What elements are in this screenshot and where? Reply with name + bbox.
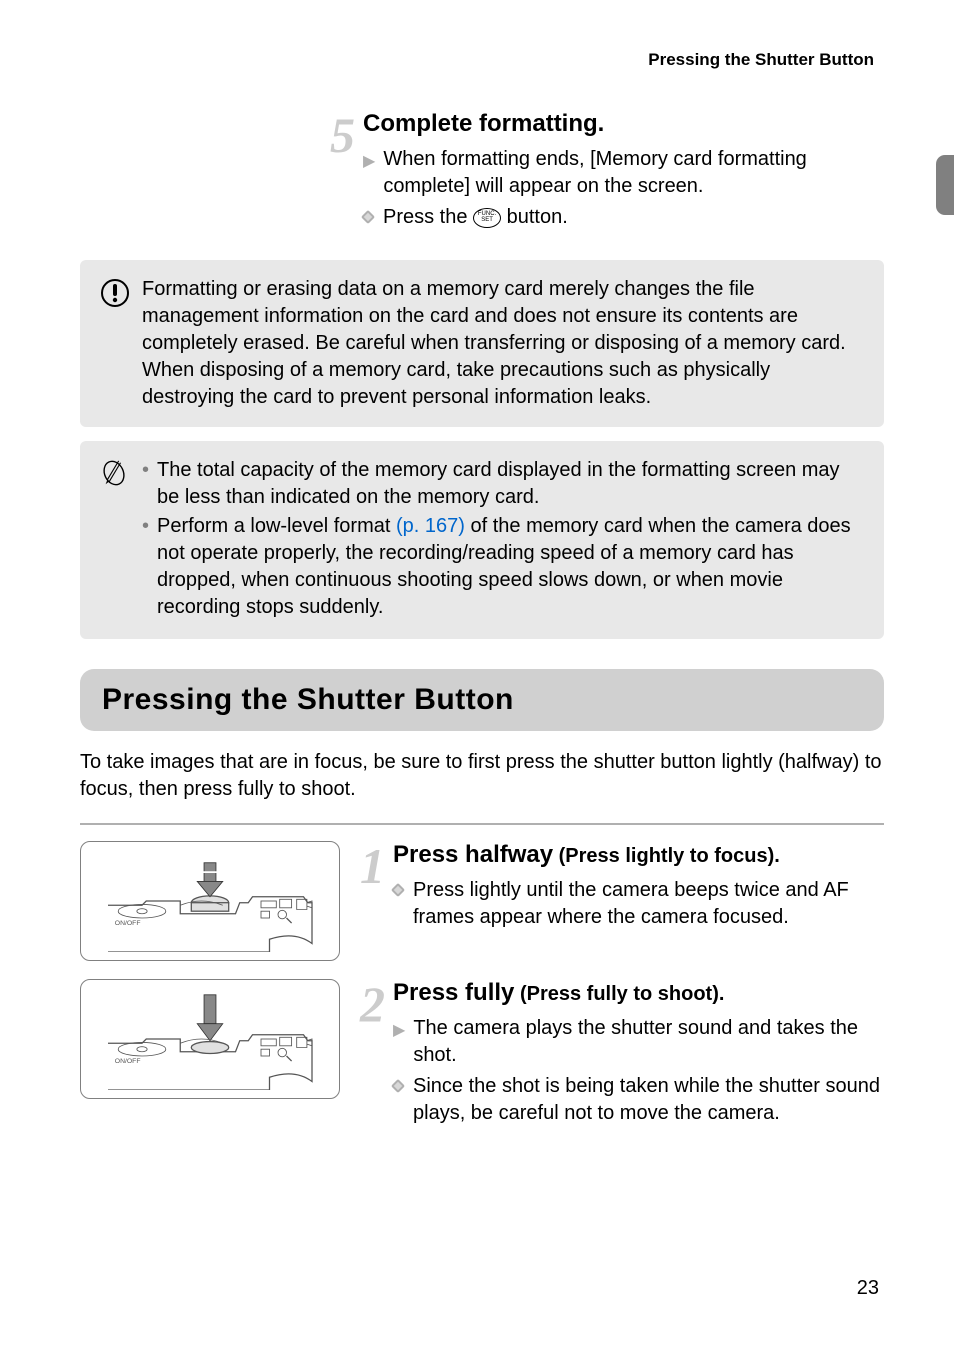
dot-bullet-icon: • [142, 457, 149, 483]
warning-icon [100, 278, 130, 316]
step-2-heading-main: Press fully [393, 979, 514, 1006]
step-number-5: 5 [330, 110, 355, 235]
section-heading-banner: Pressing the Shutter Button [80, 669, 884, 731]
step-1-illustration: ON/OFF [80, 841, 350, 961]
step-2-row: ON/OFF 2 Press fully (Press fully to sho… [80, 979, 884, 1131]
step-5-line2-pre: Press the [383, 206, 473, 228]
page-header: Pressing the Shutter Button [80, 50, 884, 70]
illustration-box-full: ON/OFF [80, 979, 340, 1099]
step-number-2: 2 [360, 979, 385, 1131]
svg-text:ON/OFF: ON/OFF [115, 1058, 141, 1065]
section-intro: To take images that are in focus, be sur… [80, 749, 884, 803]
step-1-heading: Press halfway (Press lightly to focus). [393, 841, 884, 869]
step-5-line1-text: When formatting ends, [Memory card forma… [383, 146, 884, 200]
note-bullet-1-text: The total capacity of the memory card di… [157, 457, 864, 511]
step-1-heading-sub: (Press lightly to focus). [553, 845, 780, 867]
running-header: Pressing the Shutter Button [80, 50, 884, 70]
step-2-line1: ▶ The camera plays the shutter sound and… [393, 1015, 884, 1069]
step-2-content: 2 Press fully (Press fully to shoot). ▶ … [360, 979, 884, 1131]
page-link-167[interactable]: (p. 167) [396, 515, 465, 537]
step-5-line2-post: button. [507, 206, 568, 228]
step-5-line1: ▶ When formatting ends, [Memory card for… [363, 146, 884, 200]
triangle-bullet-icon: ▶ [363, 151, 375, 173]
step-1-line1: Press lightly until the camera beeps twi… [393, 877, 884, 931]
step-5-content: Complete formatting. ▶ When formatting e… [363, 110, 884, 235]
step-2-heading-sub: (Press fully to shoot). [514, 983, 724, 1005]
step-5: 5 Complete formatting. ▶ When formatting… [330, 110, 884, 235]
warning-callout: Formatting or erasing data on a memory c… [80, 260, 884, 427]
note-bullet-1: • The total capacity of the memory card … [142, 457, 864, 511]
side-tab [936, 155, 954, 215]
step-1-heading-main: Press halfway [393, 841, 553, 868]
step-1-content: 1 Press halfway (Press lightly to focus)… [360, 841, 884, 961]
note-bullet-2: • Perform a low-level format (p. 167) of… [142, 513, 864, 621]
note-b2-pre: Perform a low-level format [157, 515, 396, 537]
diamond-bullet-icon [391, 1079, 405, 1093]
diamond-bullet-icon [391, 883, 405, 897]
note-text: • The total capacity of the memory card … [142, 457, 864, 623]
step-2-heading: Press fully (Press fully to shoot). [393, 979, 884, 1007]
step-2-line1-text: The camera plays the shutter sound and t… [413, 1015, 884, 1069]
svg-text:ON/OFF: ON/OFF [115, 920, 141, 927]
step-5-line2: Press the FUNC. SET button. [363, 204, 884, 231]
section-heading-text: Pressing the Shutter Button [102, 683, 862, 717]
pencil-icon [100, 459, 130, 495]
step-2-line2: Since the shot is being taken while the … [393, 1073, 884, 1127]
func-set-button-icon: FUNC. SET [473, 208, 501, 228]
step-number-1: 1 [360, 841, 385, 961]
step-5-heading: Complete formatting. [363, 110, 884, 138]
step-5-line2-text: Press the FUNC. SET button. [383, 204, 568, 231]
note-callout: • The total capacity of the memory card … [80, 441, 884, 639]
note-bullet-2-text: Perform a low-level format (p. 167) of t… [157, 513, 864, 621]
step-2-line2-text: Since the shot is being taken while the … [413, 1073, 884, 1127]
illustration-box-halfway: ON/OFF [80, 841, 340, 961]
divider [80, 823, 884, 825]
set-label: SET [481, 218, 493, 223]
step-1-line1-text: Press lightly until the camera beeps twi… [413, 877, 884, 931]
step-1-row: ON/OFF 1 Press halfway (Press lightly to… [80, 841, 884, 961]
dot-bullet-icon: • [142, 513, 149, 539]
warning-text: Formatting or erasing data on a memory c… [142, 276, 864, 411]
page-number: 23 [857, 1277, 879, 1300]
diamond-bullet-icon [361, 210, 375, 224]
step-2-illustration: ON/OFF [80, 979, 350, 1131]
triangle-bullet-icon: ▶ [393, 1020, 405, 1042]
